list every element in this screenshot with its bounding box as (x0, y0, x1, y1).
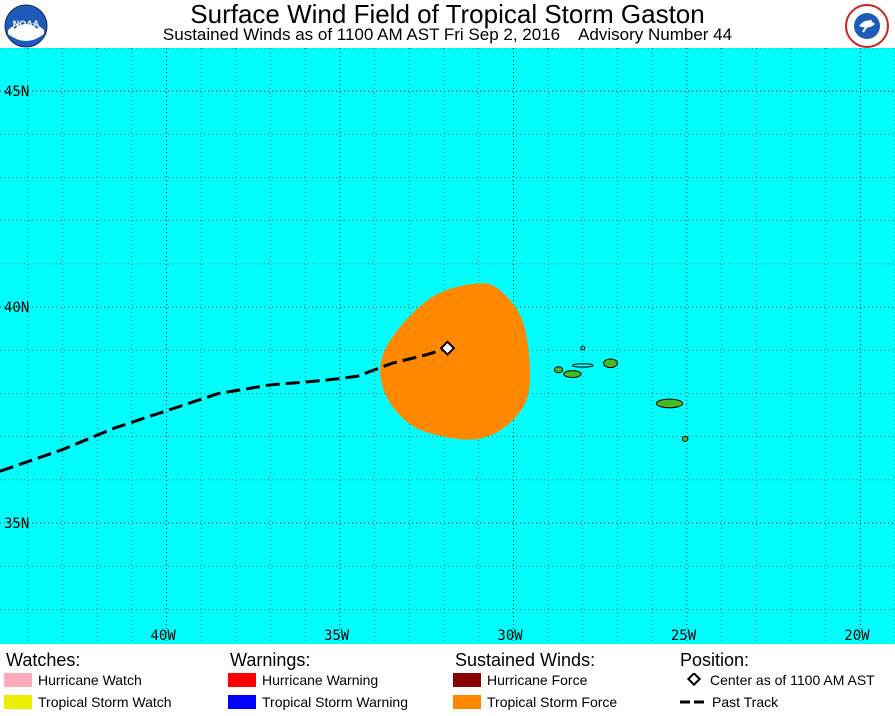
lon-label-40w: 40W (151, 628, 177, 644)
lon-label-20w: 20W (844, 628, 870, 644)
noaa-logo: NOAA (4, 4, 48, 48)
page-subtitle: Sustained Winds as of 1100 AM AST Fri Se… (162, 25, 733, 44)
legend-tropical-storm-warning: Tropical Storm Warning (228, 693, 408, 711)
legend-warnings-heading: Warnings: (230, 650, 311, 670)
legend-position-heading: Position: (680, 650, 750, 670)
past-track-line (0, 346, 448, 473)
tropical-storm-watch-label: Tropical Storm Watch (38, 694, 172, 710)
island-pico (563, 370, 582, 379)
legend-hurricane-warning: Hurricane Warning (228, 671, 378, 689)
svg-text:NOAA: NOAA (13, 19, 40, 29)
lon-label-35w: 35W (324, 628, 350, 644)
nws-logo (845, 4, 889, 48)
axis-tick-labels: 45N 40N 35N 40W 35W 30W 25W 20W (4, 84, 870, 644)
island-faial (553, 366, 564, 374)
legend-center-position: Center as of 1100 AM AST (684, 671, 875, 689)
legend: Watches: Hurricane Watch Tropical Storm … (0, 644, 895, 716)
legend-watches-heading: Watches: (6, 650, 81, 670)
tropical-storm-force-wind-area (380, 283, 531, 440)
center-position-label: Center as of 1100 AM AST (710, 672, 875, 688)
legend-hurricane-watch: Hurricane Watch (4, 671, 142, 689)
legend-hurricane-force: Hurricane Force (453, 671, 587, 689)
lon-label-25w: 25W (671, 628, 697, 644)
map-canvas: 45N 40N 35N 40W 35W 30W 25W 20W (0, 47, 895, 644)
tropical-storm-force-swatch (453, 695, 481, 709)
lat-label-45n: 45N (4, 84, 29, 100)
hurricane-force-label: Hurricane Force (487, 672, 588, 688)
lon-label-30w: 30W (497, 628, 523, 644)
hurricane-warning-swatch (228, 673, 256, 687)
tropical-storm-warning-label: Tropical Storm Warning (262, 694, 409, 710)
legend-winds-heading: Sustained Winds: (455, 650, 596, 670)
past-track-dash-icon (680, 700, 708, 704)
island-santa-maria (681, 435, 689, 442)
tropical-storm-force-label: Tropical Storm Force (487, 694, 618, 710)
past-track-label: Past Track (712, 694, 779, 710)
hurricane-watch-swatch (4, 673, 32, 687)
hurricane-warning-label: Hurricane Warning (262, 672, 379, 688)
island-graciosa (580, 345, 586, 351)
storm-center-marker (439, 340, 456, 356)
tropical-storm-watch-swatch (4, 695, 32, 709)
page-title: Surface Wind Field of Tropical Storm Gas… (190, 0, 705, 29)
lat-label-35n: 35N (4, 516, 29, 532)
legend-tropical-storm-force: Tropical Storm Force (453, 693, 617, 711)
island-terceira (603, 358, 618, 369)
island-sao-miguel (655, 398, 684, 409)
tropical-storm-warning-swatch (228, 695, 256, 709)
legend-tropical-storm-watch: Tropical Storm Watch (4, 693, 172, 711)
hurricane-watch-label: Hurricane Watch (38, 672, 142, 688)
lat-lon-grid (0, 47, 895, 644)
legend-past-track: Past Track (678, 693, 778, 711)
center-diamond-icon (686, 673, 702, 687)
wind-field-map: 45N 40N 35N 40W 35W 30W 25W 20W (0, 47, 895, 644)
lat-label-40n: 40N (4, 300, 29, 316)
header: NOAA Surface Wind Field of Tropical Stor… (0, 0, 895, 48)
island-sao-jorge (571, 363, 594, 368)
hurricane-force-swatch (453, 673, 481, 687)
